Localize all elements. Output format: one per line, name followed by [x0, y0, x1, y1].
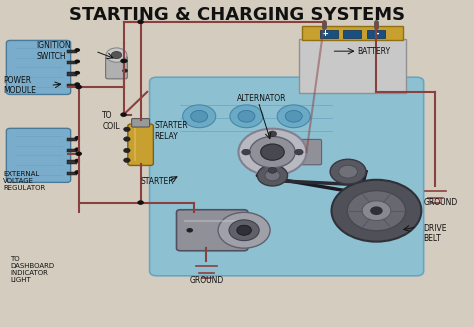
Circle shape	[237, 225, 251, 235]
Text: GROUND: GROUND	[189, 276, 223, 285]
FancyBboxPatch shape	[128, 124, 154, 165]
Circle shape	[238, 111, 255, 122]
Circle shape	[331, 180, 421, 242]
Bar	[367, 30, 385, 38]
Text: BATTERY: BATTERY	[357, 47, 391, 56]
Text: STARTING & CHARGING SYSTEMS: STARTING & CHARGING SYSTEMS	[69, 6, 405, 24]
Circle shape	[347, 191, 406, 231]
Text: STARTER
RELAY: STARTER RELAY	[155, 121, 188, 141]
Circle shape	[75, 151, 82, 156]
Circle shape	[120, 59, 127, 63]
Circle shape	[362, 201, 391, 221]
Text: ALTERNATOR: ALTERNATOR	[237, 94, 286, 103]
Circle shape	[74, 60, 80, 63]
Circle shape	[137, 200, 144, 205]
Text: POWER
MODULE: POWER MODULE	[3, 76, 36, 95]
Circle shape	[186, 228, 193, 232]
Circle shape	[268, 167, 277, 173]
Circle shape	[250, 136, 295, 168]
FancyBboxPatch shape	[299, 139, 321, 165]
Circle shape	[295, 149, 303, 155]
Circle shape	[182, 105, 216, 128]
Bar	[67, 73, 77, 76]
Circle shape	[285, 111, 302, 122]
Bar	[67, 138, 77, 141]
FancyBboxPatch shape	[6, 128, 71, 182]
Circle shape	[74, 136, 80, 140]
Circle shape	[74, 147, 80, 151]
FancyBboxPatch shape	[176, 210, 248, 251]
Bar	[67, 61, 77, 64]
Circle shape	[191, 111, 208, 122]
Bar	[343, 30, 361, 38]
FancyBboxPatch shape	[150, 77, 424, 276]
Bar	[67, 50, 77, 53]
Bar	[67, 161, 77, 164]
Circle shape	[229, 220, 259, 241]
Bar	[67, 172, 77, 175]
Circle shape	[74, 48, 80, 52]
Circle shape	[330, 159, 366, 184]
Text: GROUND: GROUND	[424, 198, 458, 207]
Circle shape	[120, 112, 127, 117]
Text: EXTERNAL
VOLTAGE
REGULATOR: EXTERNAL VOLTAGE REGULATOR	[3, 171, 46, 191]
FancyBboxPatch shape	[106, 56, 128, 79]
Circle shape	[339, 165, 357, 178]
Circle shape	[124, 137, 130, 141]
Circle shape	[75, 85, 82, 89]
Circle shape	[74, 82, 80, 86]
Bar	[319, 30, 337, 38]
Circle shape	[218, 212, 270, 248]
Circle shape	[261, 144, 284, 160]
Circle shape	[74, 170, 80, 174]
Circle shape	[74, 71, 80, 75]
Circle shape	[124, 158, 130, 163]
Circle shape	[268, 131, 277, 137]
Circle shape	[111, 51, 122, 59]
Circle shape	[277, 105, 310, 128]
FancyBboxPatch shape	[300, 39, 406, 93]
Text: +: +	[321, 29, 328, 38]
Circle shape	[106, 48, 127, 62]
Circle shape	[122, 69, 128, 73]
Bar	[67, 149, 77, 152]
Text: -: -	[374, 28, 379, 38]
FancyBboxPatch shape	[302, 26, 403, 41]
Circle shape	[370, 206, 383, 215]
Circle shape	[122, 59, 128, 63]
Text: DRIVE
BELT: DRIVE BELT	[424, 224, 447, 243]
Text: TO
COIL: TO COIL	[102, 112, 120, 131]
Circle shape	[137, 20, 144, 24]
Text: TO
DASHBOARD
INDICATOR
LIGHT: TO DASHBOARD INDICATOR LIGHT	[10, 256, 54, 283]
Circle shape	[238, 129, 307, 176]
Circle shape	[230, 105, 263, 128]
Bar	[67, 84, 77, 87]
Circle shape	[242, 149, 250, 155]
Text: STARTER: STARTER	[140, 177, 174, 186]
Circle shape	[265, 170, 280, 181]
Circle shape	[257, 165, 288, 186]
FancyBboxPatch shape	[132, 119, 150, 127]
Circle shape	[124, 127, 130, 131]
Circle shape	[124, 148, 130, 153]
FancyBboxPatch shape	[6, 41, 71, 95]
Text: IGNITION
SWITCH: IGNITION SWITCH	[36, 42, 71, 61]
Circle shape	[74, 159, 80, 163]
